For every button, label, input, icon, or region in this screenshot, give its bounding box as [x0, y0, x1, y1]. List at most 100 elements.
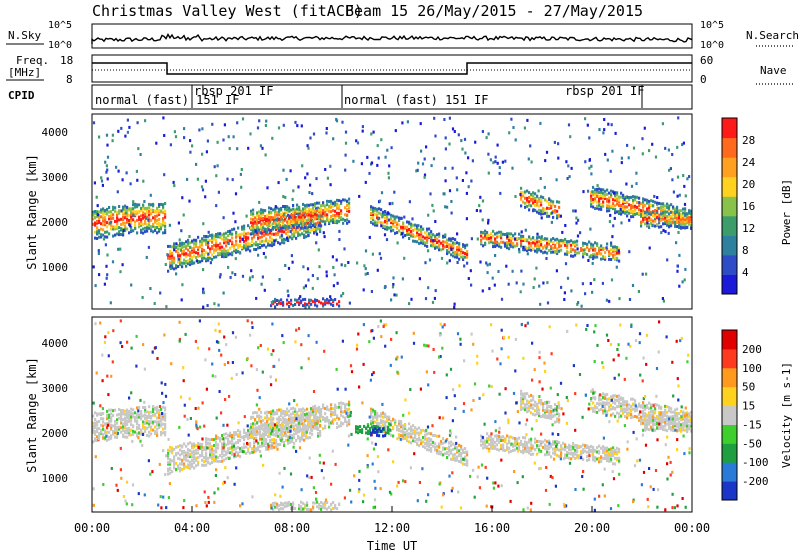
- echo-cell: [290, 208, 293, 212]
- echo-cell: [292, 210, 295, 214]
- echo-cell: [408, 440, 411, 444]
- echo-cell: [310, 425, 313, 429]
- echo-cell: [554, 209, 557, 213]
- echo-cell: [683, 278, 686, 282]
- echo-cell: [272, 301, 275, 305]
- echo-cell: [181, 458, 184, 462]
- echo-cell: [404, 225, 407, 229]
- echo-cell: [231, 439, 234, 442]
- echo-cell: [306, 407, 309, 411]
- echo-cell: [530, 453, 533, 456]
- echo-cell: [201, 458, 204, 462]
- echo-cell: [618, 200, 621, 204]
- echo-cell: [223, 442, 226, 445]
- echo-cell: [205, 241, 208, 245]
- echo-cell: [258, 431, 261, 435]
- echo-cell: [114, 419, 117, 423]
- echo-cell: [454, 446, 457, 450]
- echo-cell: [558, 239, 561, 243]
- echo-cell: [140, 228, 143, 232]
- echo-cell: [201, 449, 204, 453]
- echo-cell: [158, 208, 161, 212]
- echo-cell: [594, 197, 597, 201]
- echo-cell: [412, 439, 415, 443]
- echo-cell: [492, 161, 495, 165]
- echo-cell: [680, 222, 683, 226]
- echo-cell: [177, 260, 180, 264]
- echo-cell: [646, 198, 649, 202]
- echo-cell: [520, 405, 523, 409]
- echo-cell: [171, 470, 174, 474]
- echo-cell: [618, 401, 621, 405]
- echo-cell: [564, 448, 567, 452]
- echo-cell: [378, 421, 381, 425]
- echo-cell: [426, 437, 429, 441]
- echo-cell: [454, 241, 457, 245]
- echo-cell: [181, 241, 184, 245]
- echo-cell: [677, 231, 680, 234]
- echo-cell: [111, 139, 114, 143]
- echo-cell: [201, 454, 204, 458]
- echo-cell: [516, 439, 519, 443]
- echo-cell: [446, 205, 449, 209]
- echo-cell: [322, 403, 325, 407]
- echo-cell: [338, 207, 341, 211]
- echo-cell: [308, 203, 311, 207]
- echo-cell: [183, 454, 186, 458]
- echo-cell: [162, 205, 165, 209]
- echo-cell: [520, 194, 523, 198]
- echo-cell: [312, 418, 315, 422]
- echo-cell: [536, 439, 539, 443]
- echo-cell: [518, 442, 521, 446]
- echo-cell: [201, 251, 204, 255]
- echo-cell: [272, 300, 275, 304]
- echo-cell: [438, 232, 441, 236]
- echo-cell: [205, 459, 208, 463]
- echo-cell: [188, 235, 191, 238]
- echo-cell: [276, 206, 279, 210]
- echo-cell: [311, 432, 314, 436]
- echo-cell: [304, 408, 307, 412]
- echo-cell: [461, 179, 464, 182]
- echo-cell: [526, 441, 529, 445]
- echo-cell: [318, 300, 321, 304]
- echo-cell: [682, 217, 685, 221]
- echo-cell: [458, 460, 461, 463]
- echo-cell: [215, 174, 218, 178]
- echo-cell: [332, 284, 335, 288]
- echo-cell: [640, 214, 643, 218]
- echo-cell: [486, 445, 489, 449]
- echo-cell: [620, 191, 623, 195]
- echo-cell: [628, 250, 631, 254]
- echo-cell: [146, 209, 149, 213]
- echo-cell: [466, 243, 469, 247]
- echo-cell: [325, 127, 328, 130]
- echo-cell: [420, 429, 423, 432]
- echo-cell: [456, 232, 459, 236]
- echo-cell: [382, 423, 385, 427]
- echo-cell: [260, 227, 263, 231]
- echo-cell: [592, 406, 595, 410]
- echo-cell: [271, 444, 274, 448]
- echo-cell: [308, 425, 311, 429]
- echo-cell: [364, 272, 367, 276]
- echo-cell: [231, 433, 234, 437]
- echo-cell: [618, 195, 621, 199]
- echo-cell: [622, 196, 625, 200]
- echo-cell: [267, 243, 270, 247]
- echo-cell: [580, 450, 583, 454]
- echo-cell: [668, 215, 671, 219]
- echo-cell: [261, 239, 264, 243]
- echo-cell: [544, 410, 547, 414]
- echo-cell: [241, 246, 244, 250]
- echo-cell: [650, 210, 653, 214]
- nsky-trace: [91, 33, 693, 44]
- echo-cell: [181, 468, 184, 471]
- echo-cell: [202, 222, 205, 226]
- echo-cell: [446, 451, 449, 454]
- echo-cell: [589, 227, 592, 231]
- echo-cell: [448, 250, 451, 254]
- echo-cell: [274, 300, 277, 304]
- echo-cell: [191, 255, 194, 259]
- echo-cell: [278, 207, 281, 211]
